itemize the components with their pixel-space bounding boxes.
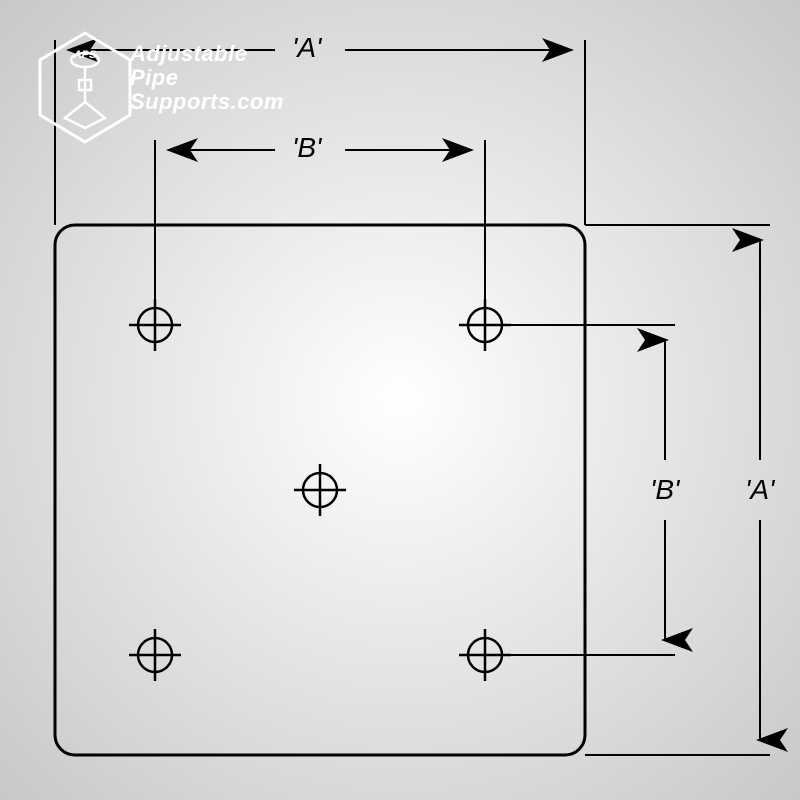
dim-label-right-b: 'B' [650, 474, 679, 506]
svg-text:APS: APS [73, 49, 97, 61]
logo-text: Adjustable Pipe Supports.com [130, 42, 284, 115]
logo-line2: Pipe [130, 66, 284, 90]
hole-top-left [129, 299, 181, 351]
dim-label-top-a: 'A' [292, 32, 321, 64]
logo-line3: Supports.com [130, 90, 284, 114]
hole-bottom-right [459, 629, 511, 681]
hole-bottom-left [129, 629, 181, 681]
hole-top-right [459, 299, 511, 351]
hole-center [294, 464, 346, 516]
dim-top-b [155, 140, 485, 300]
logo-hexagon-icon: APS [35, 30, 135, 145]
logo-line1: Adjustable [130, 42, 284, 66]
logo: APS [35, 30, 135, 150]
dim-label-top-b: 'B' [292, 132, 321, 164]
dim-label-right-a: 'A' [745, 474, 774, 506]
